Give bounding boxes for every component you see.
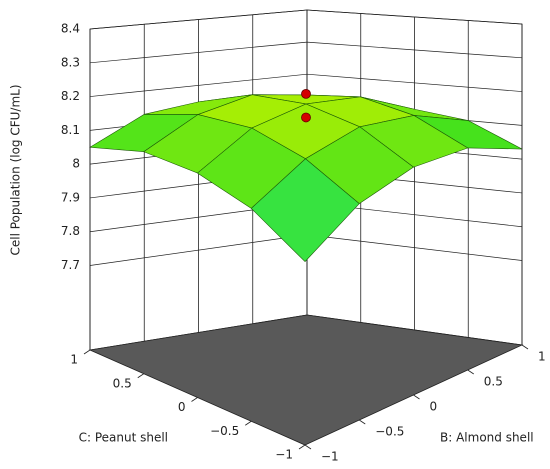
floor <box>88 314 524 446</box>
z-tick-label: 8.2 <box>61 89 80 103</box>
y-axis-label: C: Peanut shell <box>79 431 168 445</box>
y-tick-label: 0.5 <box>113 376 132 390</box>
y-tick-label: −1 <box>275 448 293 462</box>
x-axis-label: B: Almond shell <box>440 431 534 445</box>
y-tick-label: 0 <box>178 400 186 414</box>
x-tick-label: −0.5 <box>375 425 404 439</box>
z-tick-label: 7.7 <box>61 258 80 272</box>
x-tick-label: 1 <box>538 350 546 364</box>
y-tick-label: 1 <box>70 353 78 367</box>
x-tick <box>359 419 366 425</box>
z-tick-label: 8.3 <box>61 55 80 69</box>
x-tick-label: 0.5 <box>484 375 503 389</box>
y-tick <box>137 373 144 379</box>
z-tick-label: 8 <box>72 157 80 171</box>
y-tick <box>298 444 306 450</box>
y-tick <box>191 397 198 402</box>
x-tick-label: −1 <box>321 450 339 464</box>
z-axis-label: Cell Population (log CFU/mL) <box>9 84 23 255</box>
x-tick <box>521 344 529 350</box>
design-point <box>301 112 311 123</box>
y-tick <box>83 349 91 355</box>
z-tick-label: 8.4 <box>61 22 80 36</box>
x-tick <box>304 444 312 450</box>
z-tick-label: 8.1 <box>61 123 80 137</box>
design-point <box>301 88 311 99</box>
y-tick <box>245 420 252 426</box>
surface-patch <box>250 158 360 263</box>
z-tick-label: 7.9 <box>61 190 80 204</box>
x-tick-label: 0 <box>430 400 438 414</box>
y-tick-label: −0.5 <box>210 424 239 438</box>
x-tick <box>467 369 474 375</box>
z-tick-label: 7.8 <box>61 224 80 238</box>
x-tick <box>413 394 420 400</box>
